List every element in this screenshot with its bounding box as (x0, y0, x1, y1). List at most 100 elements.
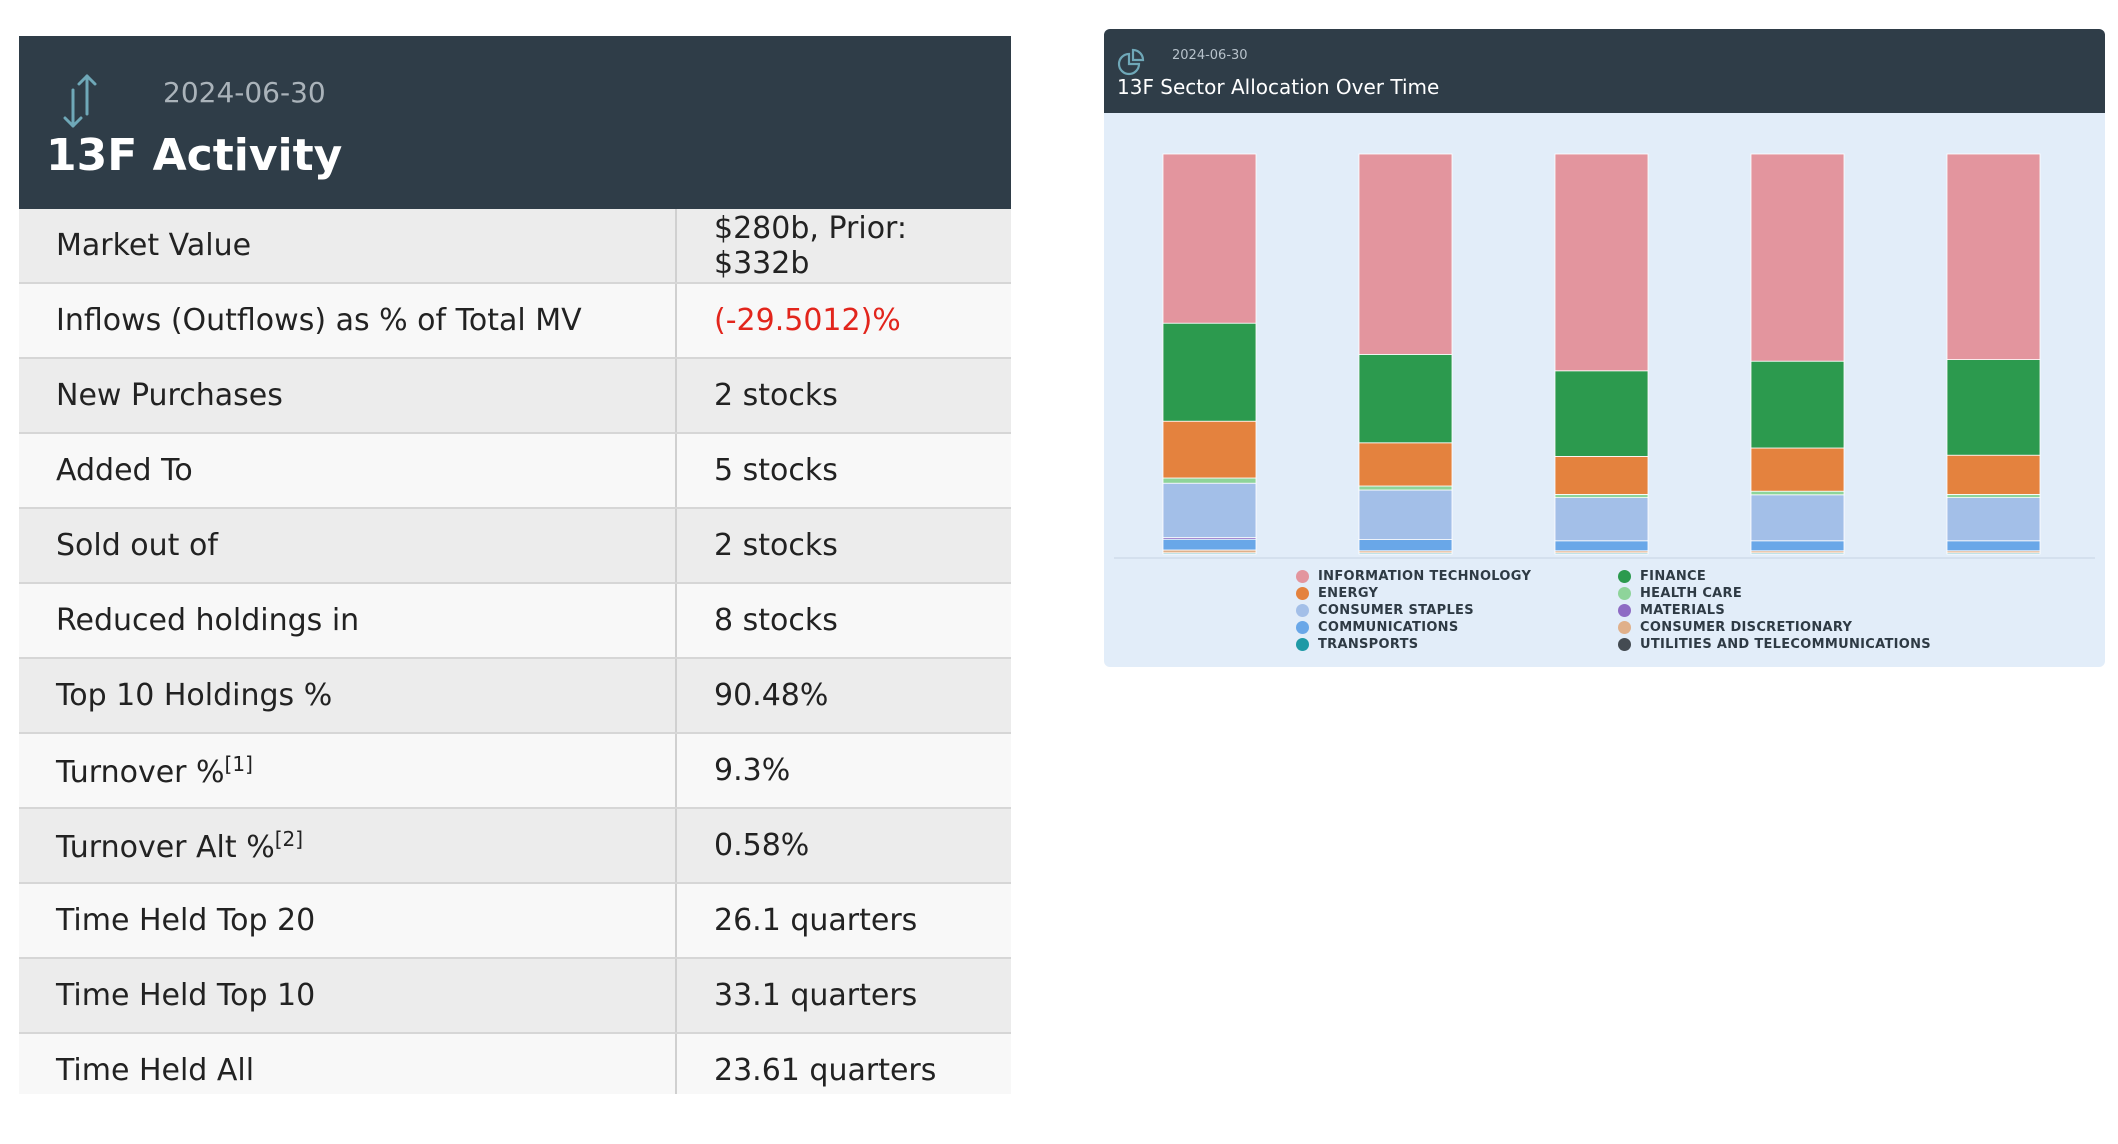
legend-swatch (1618, 604, 1631, 617)
row-label: Time Held Top 10 (19, 958, 677, 1034)
table-row: Inflows (Outflows) as % of Total MV (-29.… (19, 283, 1011, 359)
legend-swatch (1618, 587, 1631, 600)
table-row: Time Held Top 10 33.1 quarters (19, 958, 1011, 1034)
row-label-text: Time Held Top 10 (56, 978, 316, 1013)
row-label-text: Top 10 Holdings % (56, 678, 333, 713)
activity-date: 2024-06-30 (163, 76, 326, 109)
bar-segment[interactable] (1946, 359, 2041, 456)
row-label: Sold out of (19, 508, 677, 584)
legend-label: ENERGY (1318, 586, 1379, 601)
up-down-arrows-icon (63, 74, 97, 128)
row-value: 26.1 quarters (676, 883, 1011, 959)
legend-label: HEALTH CARE (1640, 586, 1743, 601)
legend-item[interactable]: INFORMATION TECHNOLOGY (1296, 569, 1531, 584)
bar-segment[interactable] (1358, 353, 1453, 444)
legend-label: UTILITIES AND TELECOMMUNICATIONS (1640, 637, 1931, 652)
bar-segment[interactable] (1162, 538, 1257, 551)
bar-segment[interactable] (1358, 153, 1453, 355)
bar-segment[interactable] (1750, 360, 1845, 449)
legend-label: MATERIALS (1640, 603, 1725, 618)
row-label-text: Reduced holdings in (56, 603, 360, 638)
footnote-link[interactable]: [1] (224, 751, 253, 776)
row-label-text: Time Held Top 20 (56, 903, 316, 938)
legend-item[interactable]: ENERGY (1296, 586, 1378, 601)
row-label: Time Held All (19, 1033, 677, 1094)
bar-segment[interactable] (1750, 494, 1845, 542)
row-label: Added To (19, 433, 677, 509)
legend-label: CONSUMER STAPLES (1318, 603, 1474, 618)
bar-segment[interactable] (1358, 539, 1453, 552)
row-label: Turnover Alt %[2] (19, 808, 677, 884)
legend-label: TRANSPORTS (1318, 637, 1419, 652)
bar-segment[interactable] (1162, 420, 1257, 479)
legend-swatch (1296, 621, 1309, 634)
bar-segment[interactable] (1946, 497, 2041, 542)
sector-chart-date: 2024-06-30 (1172, 48, 1248, 63)
row-label: New Purchases (19, 358, 677, 434)
legend-swatch (1296, 570, 1309, 583)
bar-segment[interactable] (1946, 454, 2041, 495)
row-label-text: Turnover Alt % (56, 829, 275, 865)
table-row: Time Held All 23.61 quarters (19, 1033, 1011, 1094)
row-value: 8 stocks (676, 583, 1011, 659)
bar-segment[interactable] (1750, 153, 1845, 362)
bar-segment[interactable] (1554, 455, 1649, 495)
row-label: Time Held Top 20 (19, 883, 677, 959)
row-value: 5 stocks (676, 433, 1011, 509)
bar-segment[interactable] (1554, 540, 1649, 552)
bar-segment[interactable] (1750, 447, 1845, 492)
row-value: 23.61 quarters (676, 1033, 1011, 1094)
legend-label: FINANCE (1640, 569, 1707, 584)
row-value: 33.1 quarters (676, 958, 1011, 1034)
bar-segment[interactable] (1750, 490, 1845, 496)
bar-segment[interactable] (1162, 549, 1257, 554)
bar-segment[interactable] (1162, 482, 1257, 539)
bar-segment[interactable] (1358, 485, 1453, 491)
bar-segment[interactable] (1358, 489, 1453, 540)
legend-item[interactable]: FINANCE (1618, 569, 1706, 584)
table-row: Time Held Top 20 26.1 quarters (19, 883, 1011, 959)
row-value: 90.48% (676, 658, 1011, 734)
bar-segment[interactable] (1554, 370, 1649, 457)
legend-item[interactable]: UTILITIES AND TELECOMMUNICATIONS (1618, 637, 1931, 652)
bar-segment[interactable] (1750, 540, 1845, 552)
activity-header: 2024-06-30 13F Activity (19, 36, 1011, 209)
activity-title: 13F Activity (46, 130, 343, 181)
bar-segment[interactable] (1162, 153, 1257, 324)
table-row: Reduced holdings in 8 stocks (19, 583, 1011, 659)
bar-segment[interactable] (1162, 477, 1257, 484)
legend-item[interactable]: CONSUMER DISCRETIONARY (1618, 620, 1852, 635)
table-row: Market Value $280b, Prior: $332b (19, 209, 1011, 284)
bar-segment[interactable] (1554, 493, 1649, 498)
bar-segment[interactable] (1162, 322, 1257, 422)
row-value: 2 stocks (676, 508, 1011, 584)
table-row: Added To 5 stocks (19, 433, 1011, 509)
stacked-bar-chart: Q4 2022Q1 2023Q2 2023Q3 2023Q4 2023 (1114, 153, 2095, 559)
legend-item[interactable]: COMMUNICATIONS (1296, 620, 1459, 635)
legend-item[interactable]: HEALTH CARE (1618, 586, 1742, 601)
legend-item[interactable]: MATERIALS (1618, 603, 1725, 618)
chart-legend: INFORMATION TECHNOLOGY ENERGY CONSUMER STA… (1104, 569, 2105, 659)
table-row: New Purchases 2 stocks (19, 358, 1011, 434)
legend-swatch (1296, 587, 1309, 600)
legend-swatch (1296, 638, 1309, 651)
legend-label: INFORMATION TECHNOLOGY (1318, 569, 1532, 584)
table-row: Top 10 Holdings % 90.48% (19, 658, 1011, 734)
activity-panel: 2024-06-30 13F Activity Market Value $280… (19, 36, 1011, 1094)
footnote-link[interactable]: [2] (274, 826, 304, 851)
bar-segment[interactable] (1358, 442, 1453, 487)
pie-chart-icon (1117, 48, 1145, 76)
legend-swatch (1618, 638, 1631, 651)
bar-segment[interactable] (1946, 153, 2041, 361)
legend-item[interactable]: CONSUMER STAPLES (1296, 603, 1474, 618)
bar-segment[interactable] (1554, 497, 1649, 542)
legend-swatch (1618, 621, 1631, 634)
bar-segment[interactable] (1946, 493, 2041, 498)
row-label-text: Added To (56, 453, 193, 488)
bar-segment[interactable] (1554, 153, 1649, 372)
row-label-text: Time Held All (56, 1053, 255, 1088)
row-value: 0.58% (676, 808, 1011, 884)
sector-chart-header: 2024-06-30 13F Sector Allocation Over Ti… (1104, 29, 2105, 113)
bar-segment[interactable] (1946, 540, 2041, 552)
legend-item[interactable]: TRANSPORTS (1296, 637, 1418, 652)
